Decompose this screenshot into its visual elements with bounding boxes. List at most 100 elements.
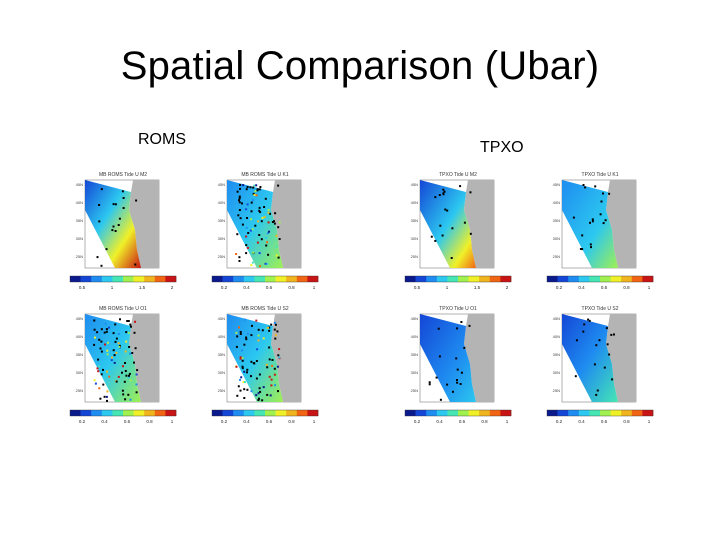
field-speckle [599, 213, 602, 216]
field-speckle [241, 202, 243, 205]
map-plot: 45N 40N 35N 30N 25N 0.2 0.4 0.6 0.8 1 [211, 313, 319, 424]
field-speckle [602, 192, 604, 195]
field-speckle [572, 216, 575, 219]
colorbar-tick-label: 0.8 [623, 285, 630, 290]
field-speckle [104, 322, 107, 325]
lat-tick-label: 35N [76, 218, 83, 223]
colorbar-segment [296, 410, 308, 416]
field-speckle [236, 335, 239, 338]
map-plot: 45N 40N 35N 30N 25N 0.2 0.4 0.6 0.8 1 [211, 179, 319, 290]
field-speckle [122, 207, 125, 209]
field-speckle [582, 330, 585, 333]
field-speckle [591, 218, 594, 221]
field-speckle [238, 256, 241, 259]
ocean-field [227, 180, 283, 268]
field-speckle [452, 390, 454, 393]
field-speckle [435, 376, 438, 379]
colorbar-segment [468, 276, 480, 282]
colorbar-tick-label: 1 [446, 285, 449, 290]
field-speckle [598, 339, 601, 342]
colorbar-segment [568, 410, 580, 416]
lat-tick-label: 45N [218, 316, 225, 321]
lat-tick-label: 25N [411, 388, 418, 393]
field-speckle [265, 237, 267, 239]
colorbar-segment [547, 276, 558, 282]
lat-tick-label: 35N [76, 352, 83, 357]
field-speckle [135, 373, 138, 376]
field-speckle [112, 332, 115, 335]
field-speckle [112, 349, 115, 352]
field-speckle [250, 360, 253, 363]
field-speckle [241, 357, 244, 360]
colorbar-segment [589, 276, 601, 282]
colorbar-segment [415, 276, 427, 282]
field-speckle [102, 368, 104, 371]
field-speckle [123, 380, 126, 383]
field-speckle [127, 376, 130, 379]
field-speckle [437, 327, 440, 330]
lat-tick-label: 40N [218, 200, 225, 205]
column-label-tpxo: TPXO [480, 139, 524, 156]
field-speckle [105, 330, 108, 333]
colorbar-frame [404, 409, 512, 417]
field-speckle [246, 246, 249, 249]
field-speckle [274, 212, 277, 215]
field-speckle [273, 222, 276, 225]
field-speckle [105, 328, 108, 331]
colorbar-segment [578, 276, 590, 282]
colorbar-segment [254, 410, 266, 416]
colorbar-tick-label: 1 [313, 285, 316, 290]
colorbar-tick-label: 1 [111, 285, 114, 290]
field-speckle [446, 209, 449, 212]
map-plot: 45N 40N 35N 30N 25N 0.2 0.4 0.6 0.8 1 [404, 313, 512, 424]
field-speckle [245, 226, 248, 229]
ocean-field [227, 314, 283, 402]
field-speckle [606, 343, 609, 346]
field-speckle [239, 217, 242, 220]
field-speckle [266, 262, 269, 265]
colorbar-segment [415, 410, 427, 416]
colorbar-segment [91, 410, 103, 416]
colorbar-segment [80, 276, 92, 282]
field-speckle [603, 366, 606, 369]
field-speckle [243, 370, 246, 373]
colorbar-segment [405, 276, 416, 282]
colorbar-tick-label: 1.5 [139, 285, 146, 290]
lat-tick-label: 30N [76, 236, 83, 241]
field-speckle [103, 395, 106, 398]
colorbar-segment [642, 410, 654, 416]
colorbar-segment [101, 410, 113, 416]
field-speckle [605, 327, 608, 330]
colorbar-segment [578, 410, 590, 416]
map-plot: 45N 40N 35N 30N 25N 0.2 0.4 0.6 0.8 1 [69, 313, 177, 424]
field-speckle [274, 321, 276, 324]
colorbar-segment [447, 410, 459, 416]
map-panel: MB ROMS Tide U O1 45N 40N 35N 30N 25N 0.2 0.4 0.… [63, 304, 183, 432]
colorbar-segment [70, 410, 81, 416]
field-speckle [244, 381, 246, 383]
field-speckle [114, 230, 117, 232]
field-speckle [269, 394, 272, 397]
field-speckle [275, 245, 278, 248]
field-speckle [584, 186, 587, 189]
field-speckle [250, 390, 253, 393]
colorbar-segment [154, 410, 166, 416]
colorbar-segment [458, 410, 469, 416]
field-speckle [245, 235, 248, 238]
field-speckle [235, 365, 238, 368]
land-mass [606, 314, 636, 402]
colorbar-tick-label: 1.5 [474, 285, 481, 290]
field-speckle [450, 257, 453, 259]
field-speckle [262, 386, 265, 389]
field-speckle [241, 223, 244, 226]
field-speckle [263, 216, 266, 219]
field-speckle [267, 211, 270, 214]
colorbar-tick-label: 0.6 [601, 419, 608, 424]
field-speckle [267, 209, 270, 211]
map-plot: 45N 40N 35N 30N 25N 0.2 0.4 0.6 0.8 1 [546, 179, 654, 290]
colorbar-tick-label: 0.8 [481, 419, 488, 424]
field-speckle [238, 199, 240, 202]
field-speckle [122, 197, 125, 199]
field-speckle [117, 375, 120, 378]
field-speckle [121, 371, 123, 374]
